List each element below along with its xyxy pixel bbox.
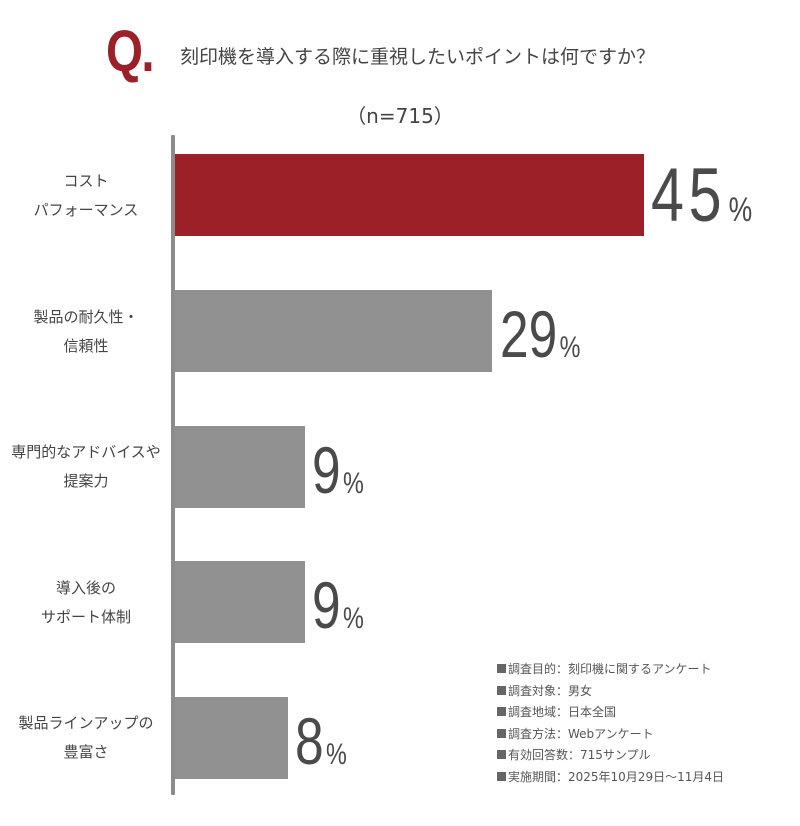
- survey-note: 調査対象：男女: [497, 681, 724, 703]
- bar-cost-performance: [175, 154, 644, 236]
- category-label: 専門的なアドバイスや 提案力: [11, 443, 161, 490]
- value-label: 9%: [312, 568, 364, 642]
- category-label: コスト パフォーマンス: [33, 172, 139, 219]
- square-bullet-icon: [497, 685, 506, 695]
- survey-note: 有効回答数：715サンプル: [497, 745, 724, 767]
- square-bullet-icon: [497, 707, 506, 716]
- survey-note: 調査目的：刻印機に関するアンケート: [497, 659, 724, 681]
- survey-note: 調査地域：日本全国: [497, 702, 724, 724]
- value-label: 29%: [500, 297, 581, 371]
- value-label: 9%: [312, 433, 364, 507]
- category-label: 導入後の サポート体制: [40, 579, 131, 626]
- bar-after-sales-support: [175, 561, 305, 643]
- value-label: 8%: [295, 704, 347, 778]
- chart-title: 刻印機を導入する際に重視したいポイントは何ですか？: [180, 46, 656, 68]
- question-mark-q: Q.: [106, 19, 155, 84]
- square-bullet-icon: [497, 664, 506, 673]
- square-bullet-icon: [497, 728, 506, 738]
- survey-notes: 調査目的：刻印機に関するアンケート 調査対象：男女 調査地域：日本全国 調査方法…: [497, 659, 724, 788]
- survey-note: 実施期間：2025年10月29日～11月4日: [497, 767, 724, 789]
- bar-expert-advice: [175, 426, 305, 508]
- y-axis-line: [171, 135, 175, 795]
- bar-durability-reliability: [175, 290, 492, 372]
- bar-product-lineup: [175, 697, 288, 779]
- category-label: 製品ラインアップの 豊富さ: [18, 714, 154, 761]
- square-bullet-icon: [497, 750, 506, 759]
- square-bullet-icon: [497, 771, 506, 781]
- sample-size: （n=715）: [346, 104, 454, 128]
- category-label: 製品の耐久性・ 信頼性: [33, 308, 139, 355]
- survey-note: 調査方法：Webアンケート: [497, 724, 724, 746]
- value-label: 45%: [651, 153, 753, 238]
